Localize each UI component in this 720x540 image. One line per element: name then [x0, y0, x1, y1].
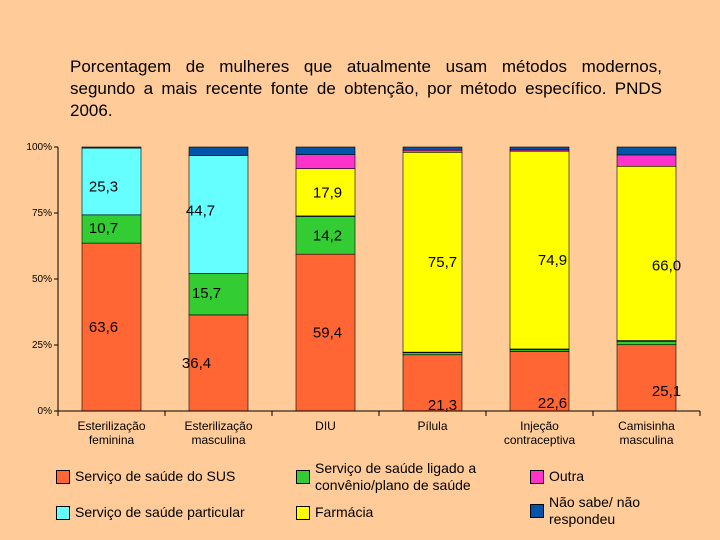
chart-title: Porcentagem de mulheres que atualmente u… [70, 57, 662, 120]
legend-item: Serviço de saúde particular [56, 504, 276, 521]
data-label: 10,7 [89, 220, 118, 237]
legend-swatch [56, 470, 70, 484]
bar-segment [616, 344, 677, 412]
legend-swatch [296, 506, 310, 520]
bar-segment [188, 146, 249, 156]
legend-label: Serviço de saúde particular [75, 504, 245, 520]
data-label: 17,9 [313, 184, 342, 201]
data-label: 66,0 [652, 257, 681, 274]
bar-segment [295, 168, 356, 217]
stacked-bar-chart: 0% 25% 50% 75% 100% 63,6 10,7 25,3 36,4 15,7 44,7 5… [26, 142, 701, 447]
category-label: Injeção contraceptiva [504, 419, 576, 447]
bar-segment [509, 351, 570, 412]
bar-segment [295, 154, 356, 169]
bar-segment [295, 216, 356, 255]
data-label: 25,3 [89, 178, 118, 195]
bar-segment [402, 146, 463, 151]
legend-swatch [530, 504, 544, 518]
y-tick-label: 0% [38, 406, 53, 417]
bar-segment [188, 273, 249, 316]
bar-segment [295, 146, 356, 155]
bar-segment [188, 314, 249, 412]
y-tick-label: 75% [32, 208, 52, 219]
legend-swatch [56, 506, 70, 520]
data-label: 25,1 [652, 383, 681, 400]
legend-swatch [296, 470, 310, 484]
legend-item: Serviço de saúde ligado a convênio/plano… [296, 460, 506, 494]
data-label: 75,7 [428, 254, 457, 271]
bar-segment [402, 354, 463, 412]
bar-segment [616, 146, 677, 156]
data-label: 74,9 [538, 252, 567, 269]
y-tick-label: 100% [26, 142, 52, 153]
legend-item: Não sabe/ não respondeu [530, 494, 660, 528]
bar-segment [81, 147, 142, 216]
bar-segment [616, 165, 677, 341]
bar-segment [616, 341, 677, 346]
bar-segment [188, 155, 249, 274]
bar-segment [81, 242, 142, 412]
data-label: 21,3 [428, 397, 457, 414]
legend-label: Serviço de saúde do SUS [75, 468, 236, 484]
legend-swatch [530, 470, 544, 484]
bar-segment [295, 253, 356, 412]
data-label: 59,4 [313, 325, 342, 342]
bar-segment [402, 352, 463, 356]
legend-item: Farmácia [296, 504, 446, 521]
legend-item: Outra [530, 468, 630, 485]
y-tick-label: 50% [32, 274, 52, 285]
bar-segment [402, 151, 463, 353]
data-label: 44,7 [186, 202, 215, 219]
category-label: Camisinha masculina [618, 419, 675, 447]
data-label: 22,6 [538, 395, 567, 412]
category-label: Pílula [417, 419, 447, 433]
data-label: 15,7 [192, 285, 221, 302]
legend-label: Outra [549, 468, 585, 484]
bar-segment [509, 150, 570, 350]
legend-label: Farmácia [315, 504, 374, 520]
data-label: 14,2 [313, 227, 342, 244]
bar-segment [509, 146, 570, 151]
legend-label: Serviço de saúde ligado a convênio/plano… [315, 460, 477, 493]
category-label: DIU [315, 419, 336, 433]
data-label: 36,4 [182, 355, 211, 372]
bar-segment [402, 149, 463, 153]
y-tick-label: 25% [32, 340, 52, 351]
bar-segment [81, 146, 142, 149]
category-label: Esterilização feminina [77, 419, 145, 447]
bar-segment [616, 154, 677, 167]
bar-segment [81, 214, 142, 244]
data-label: 63,6 [89, 319, 118, 336]
category-label: Esterilização masculina [184, 419, 252, 447]
legend-label: Não sabe/ não respondeu [549, 494, 641, 527]
legend-item: Serviço de saúde do SUS [56, 468, 256, 485]
